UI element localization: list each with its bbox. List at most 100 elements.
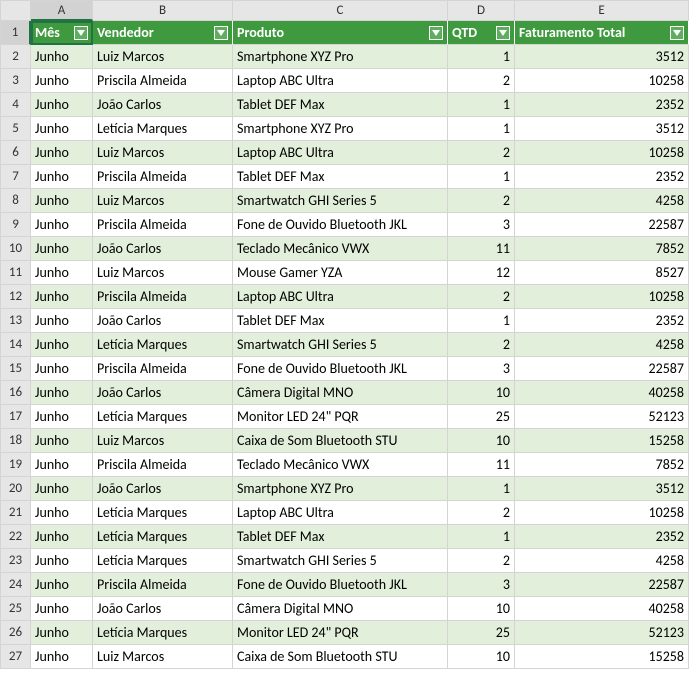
cell-mes[interactable]: Junho	[31, 477, 93, 501]
cell-produto[interactable]: Caixa de Som Bluetooth STU	[233, 429, 448, 453]
cell-vendedor[interactable]: João Carlos	[93, 597, 233, 621]
cell-qtd[interactable]: 2	[448, 501, 515, 525]
cell-qtd[interactable]: 1	[448, 477, 515, 501]
cell-vendedor[interactable]: Luiz Marcos	[93, 429, 233, 453]
cell-vendedor[interactable]: Priscila Almeida	[93, 573, 233, 597]
row-header-12[interactable]: 12	[1, 285, 31, 309]
table-header-produto[interactable]: Produto	[233, 21, 448, 45]
cell-produto[interactable]: Smartwatch GHI Series 5	[233, 333, 448, 357]
cell-vendedor[interactable]: Letícia Marques	[93, 525, 233, 549]
cell-qtd[interactable]: 1	[448, 93, 515, 117]
row-header-14[interactable]: 14	[1, 333, 31, 357]
table-header-vendedor[interactable]: Vendedor	[93, 21, 233, 45]
cell-produto[interactable]: Mouse Gamer YZA	[233, 261, 448, 285]
cell-produto[interactable]: Smartphone XYZ Pro	[233, 477, 448, 501]
cell-fat[interactable]: 2352	[515, 93, 689, 117]
row-header-11[interactable]: 11	[1, 261, 31, 285]
cell-produto[interactable]: Fone de Ouvido Bluetooth JKL	[233, 357, 448, 381]
cell-qtd[interactable]: 25	[448, 621, 515, 645]
row-header-7[interactable]: 7	[1, 165, 31, 189]
row-header-26[interactable]: 26	[1, 621, 31, 645]
cell-produto[interactable]: Monitor LED 24" PQR	[233, 405, 448, 429]
cell-qtd[interactable]: 12	[448, 261, 515, 285]
cell-fat[interactable]: 7852	[515, 453, 689, 477]
row-header-13[interactable]: 13	[1, 309, 31, 333]
cell-mes[interactable]: Junho	[31, 597, 93, 621]
table-header-fat[interactable]: Faturamento Total	[515, 21, 689, 45]
row-header-1[interactable]: 1	[1, 21, 31, 45]
cell-produto[interactable]: Câmera Digital MNO	[233, 597, 448, 621]
cell-produto[interactable]: Tablet DEF Max	[233, 309, 448, 333]
table-header-qtd[interactable]: QTD	[448, 21, 515, 45]
cell-produto[interactable]: Smartphone XYZ Pro	[233, 117, 448, 141]
row-header-23[interactable]: 23	[1, 549, 31, 573]
cell-vendedor[interactable]: João Carlos	[93, 237, 233, 261]
cell-fat[interactable]: 52123	[515, 405, 689, 429]
cell-fat[interactable]: 10258	[515, 69, 689, 93]
cell-mes[interactable]: Junho	[31, 429, 93, 453]
filter-dropdown-icon[interactable]	[74, 26, 88, 40]
cell-qtd[interactable]: 1	[448, 117, 515, 141]
cell-qtd[interactable]: 2	[448, 549, 515, 573]
row-header-3[interactable]: 3	[1, 69, 31, 93]
cell-fat[interactable]: 3512	[515, 117, 689, 141]
cell-mes[interactable]: Junho	[31, 93, 93, 117]
cell-mes[interactable]: Junho	[31, 309, 93, 333]
cell-vendedor[interactable]: Priscila Almeida	[93, 69, 233, 93]
row-header-19[interactable]: 19	[1, 453, 31, 477]
cell-fat[interactable]: 52123	[515, 621, 689, 645]
cell-fat[interactable]: 2352	[515, 309, 689, 333]
cell-vendedor[interactable]: João Carlos	[93, 93, 233, 117]
cell-mes[interactable]: Junho	[31, 285, 93, 309]
cell-mes[interactable]: Junho	[31, 141, 93, 165]
table-header-mes[interactable]: Mês	[31, 21, 93, 45]
cell-qtd[interactable]: 1	[448, 309, 515, 333]
cell-produto[interactable]: Caixa de Som Bluetooth STU	[233, 645, 448, 669]
cell-fat[interactable]: 10258	[515, 501, 689, 525]
cell-vendedor[interactable]: Priscila Almeida	[93, 165, 233, 189]
cell-mes[interactable]: Junho	[31, 405, 93, 429]
cell-qtd[interactable]: 2	[448, 333, 515, 357]
cell-produto[interactable]: Fone de Ouvido Bluetooth JKL	[233, 213, 448, 237]
cell-fat[interactable]: 8527	[515, 261, 689, 285]
cell-fat[interactable]: 3512	[515, 477, 689, 501]
cell-produto[interactable]: Smartwatch GHI Series 5	[233, 189, 448, 213]
cell-vendedor[interactable]: João Carlos	[93, 309, 233, 333]
cell-vendedor[interactable]: Letícia Marques	[93, 549, 233, 573]
cell-qtd[interactable]: 25	[448, 405, 515, 429]
cell-qtd[interactable]: 10	[448, 645, 515, 669]
row-header-16[interactable]: 16	[1, 381, 31, 405]
cell-qtd[interactable]: 10	[448, 381, 515, 405]
cell-mes[interactable]: Junho	[31, 213, 93, 237]
cell-produto[interactable]: Tablet DEF Max	[233, 525, 448, 549]
cell-mes[interactable]: Junho	[31, 261, 93, 285]
cell-mes[interactable]: Junho	[31, 645, 93, 669]
cell-mes[interactable]: Junho	[31, 381, 93, 405]
row-header-18[interactable]: 18	[1, 429, 31, 453]
cell-mes[interactable]: Junho	[31, 621, 93, 645]
cell-mes[interactable]: Junho	[31, 69, 93, 93]
row-header-8[interactable]: 8	[1, 189, 31, 213]
row-header-25[interactable]: 25	[1, 597, 31, 621]
cell-vendedor[interactable]: Priscila Almeida	[93, 357, 233, 381]
cell-produto[interactable]: Teclado Mecânico VWX	[233, 237, 448, 261]
cell-qtd[interactable]: 11	[448, 453, 515, 477]
cell-vendedor[interactable]: Luiz Marcos	[93, 141, 233, 165]
cell-qtd[interactable]: 3	[448, 213, 515, 237]
cell-produto[interactable]: Laptop ABC Ultra	[233, 69, 448, 93]
filter-dropdown-icon[interactable]	[670, 26, 684, 40]
row-header-15[interactable]: 15	[1, 357, 31, 381]
cell-vendedor[interactable]: Letícia Marques	[93, 501, 233, 525]
cell-vendedor[interactable]: Luiz Marcos	[93, 45, 233, 69]
row-header-24[interactable]: 24	[1, 573, 31, 597]
cell-mes[interactable]: Junho	[31, 117, 93, 141]
row-header-20[interactable]: 20	[1, 477, 31, 501]
cell-vendedor[interactable]: Luiz Marcos	[93, 261, 233, 285]
cell-vendedor[interactable]: Letícia Marques	[93, 621, 233, 645]
cell-fat[interactable]: 7852	[515, 237, 689, 261]
cell-produto[interactable]: Tablet DEF Max	[233, 165, 448, 189]
cell-qtd[interactable]: 3	[448, 573, 515, 597]
cell-fat[interactable]: 22587	[515, 573, 689, 597]
cell-qtd[interactable]: 2	[448, 69, 515, 93]
cell-fat[interactable]: 4258	[515, 333, 689, 357]
